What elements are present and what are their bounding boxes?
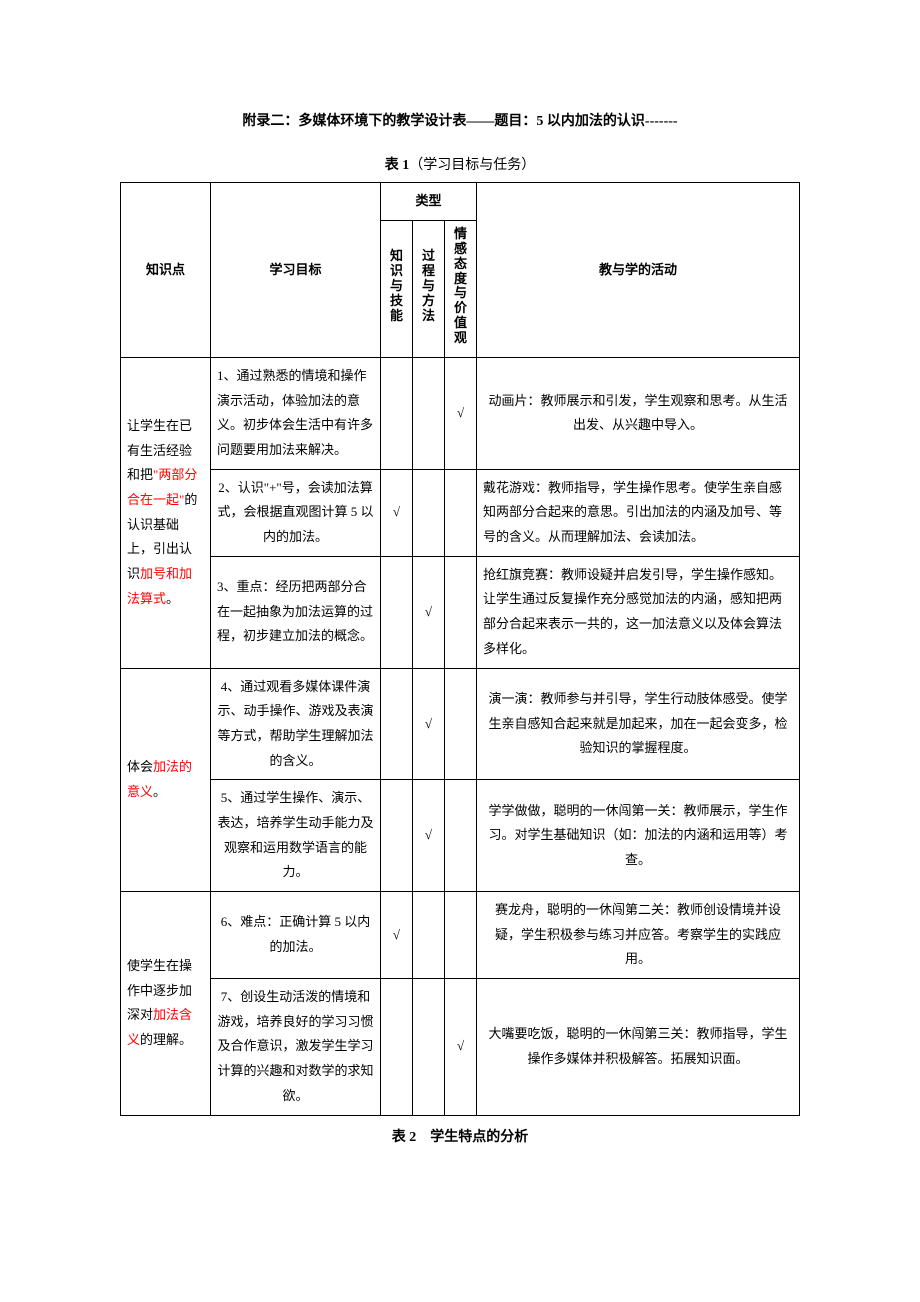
table-body: 让学生在已有生活经验和把"两部分合在一起"的认识基础上，引出认识加号和加法算式。… — [121, 357, 800, 1115]
table2-caption: 表 2 学生特点的分析 — [120, 1126, 800, 1146]
cell-type-check-3: √ — [445, 357, 477, 469]
cell-activity: 大嘴要吃饭，聪明的一休闯第三关：教师指导，学生操作多媒体并积极解答。拓展知识面。 — [477, 979, 800, 1115]
cell-knowledge-point: 让学生在已有生活经验和把"两部分合在一起"的认识基础上，引出认识加号和加法算式。 — [121, 357, 211, 668]
cell-type-check-1 — [381, 979, 413, 1115]
cell-type-check-3 — [445, 668, 477, 780]
cell-type-check-3 — [445, 556, 477, 668]
th-type-2: 过程与方法 — [413, 220, 445, 357]
cell-type-check-1: √ — [381, 469, 413, 556]
kp-text: 体会 — [127, 759, 153, 774]
th-learning-goal: 学习目标 — [211, 183, 381, 358]
cell-knowledge-point: 使学生在操作中逐步加深对加法含义的理解。 — [121, 892, 211, 1116]
table2-caption-b: 学生特点的分析 — [430, 1130, 528, 1145]
cell-activity: 动画片：教师展示和引发，学生观察和思考。从生活出发、从兴趣中导入。 — [477, 357, 800, 469]
th-type-2-text: 过程与方法 — [422, 249, 435, 324]
cell-type-check-3 — [445, 892, 477, 979]
cell-type-check-2 — [413, 357, 445, 469]
table-row: 让学生在已有生活经验和把"两部分合在一起"的认识基础上，引出认识加号和加法算式。… — [121, 357, 800, 469]
table-head: 知识点 学习目标 类型 教与学的活动 知识与技能 过程与方法 情感态度与价值观 — [121, 183, 800, 358]
cell-type-check-2 — [413, 979, 445, 1115]
cell-learning-goal: 1、通过熟悉的情境和操作演示活动，体验加法的意义。初步体会生活中有许多问题要用加… — [211, 357, 381, 469]
th-activity: 教与学的活动 — [477, 183, 800, 358]
th-type-1-text: 知识与技能 — [390, 249, 403, 324]
cell-learning-goal: 3、重点：经历把两部分合在一起抽象为加法运算的过程，初步建立加法的概念。 — [211, 556, 381, 668]
cell-learning-goal: 7、创设生动活泼的情境和游戏，培养良好的学习习惯及合作意识，激发学生学习计算的兴… — [211, 979, 381, 1115]
table-row: 使学生在操作中逐步加深对加法含义的理解。6、难点：正确计算 5 以内的加法。√赛… — [121, 892, 800, 979]
cell-type-check-3 — [445, 780, 477, 892]
table1-caption-rest: （学习目标与任务） — [409, 158, 535, 173]
cell-type-check-2: √ — [413, 780, 445, 892]
cell-type-check-3 — [445, 469, 477, 556]
table-row: 2、认识"+"号，会读加法算式，会根据直观图计算 5 以内的加法。√ 戴花游戏：教… — [121, 469, 800, 556]
cell-type-check-1 — [381, 357, 413, 469]
table-row: 7、创设生动活泼的情境和游戏，培养良好的学习习惯及合作意识，激发学生学习计算的兴… — [121, 979, 800, 1115]
cell-knowledge-point: 体会加法的意义。 — [121, 668, 211, 892]
cell-type-check-1 — [381, 556, 413, 668]
cell-type-check-3: √ — [445, 979, 477, 1115]
cell-activity: 戴花游戏：教师指导，学生操作思考。使学生亲自感知两部分合起来的意思。引出加法的内… — [477, 469, 800, 556]
cell-activity: 演一演：教师参与并引导，学生行动肢体感受。使学生亲自感知合起来就是加起来，加在一… — [477, 668, 800, 780]
cell-type-check-1 — [381, 668, 413, 780]
cell-type-check-1: √ — [381, 892, 413, 979]
kp-text: 的理解。 — [140, 1032, 192, 1047]
th-type-3-text: 情感态度与价值观 — [454, 227, 467, 347]
cell-learning-goal: 2、认识"+"号，会读加法算式，会根据直观图计算 5 以内的加法。 — [211, 469, 381, 556]
cell-type-check-2 — [413, 469, 445, 556]
cell-type-check-2: √ — [413, 668, 445, 780]
header-row-1: 知识点 学习目标 类型 教与学的活动 — [121, 183, 800, 221]
cell-type-check-1 — [381, 780, 413, 892]
th-type-1: 知识与技能 — [381, 220, 413, 357]
th-type-3: 情感态度与价值观 — [445, 220, 477, 357]
cell-activity: 抢红旗竞赛：教师设疑并启发引导，学生操作感知。让学生通过反复操作充分感觉加法的内… — [477, 556, 800, 668]
cell-learning-goal: 6、难点：正确计算 5 以内的加法。 — [211, 892, 381, 979]
table-row: 5、通过学生操作、演示、表达，培养学生动手能力及观察和运用数学语言的能力。 √ 学学… — [121, 780, 800, 892]
table1-caption: 表 1（学习目标与任务） — [120, 154, 800, 174]
page: 附录二：多媒体环境下的教学设计表——题目：5 以内加法的认识------- 表 … — [0, 0, 920, 1302]
th-knowledge-point: 知识点 — [121, 183, 211, 358]
table-row: 3、重点：经历把两部分合在一起抽象为加法运算的过程，初步建立加法的概念。 √ 抢红旗… — [121, 556, 800, 668]
kp-text: 。 — [153, 784, 166, 799]
table1-caption-prefix: 表 1 — [385, 158, 410, 173]
doc-title: 附录二：多媒体环境下的教学设计表——题目：5 以内加法的认识------- — [120, 110, 800, 130]
th-type: 类型 — [381, 183, 477, 221]
cell-learning-goal: 5、通过学生操作、演示、表达，培养学生动手能力及观察和运用数学语言的能力。 — [211, 780, 381, 892]
table-learning-goals: 知识点 学习目标 类型 教与学的活动 知识与技能 过程与方法 情感态度与价值观 … — [120, 182, 800, 1116]
table-row: 体会加法的意义。4、通过观看多媒体课件演示、动手操作、游戏及表演等方式，帮助学生… — [121, 668, 800, 780]
kp-text: 。 — [166, 591, 179, 606]
cell-activity: 赛龙舟，聪明的一休闯第二关：教师创设情境并设疑，学生积极参与练习并应答。考察学生… — [477, 892, 800, 979]
cell-type-check-2: √ — [413, 556, 445, 668]
table2-caption-a: 表 2 — [392, 1130, 417, 1145]
cell-learning-goal: 4、通过观看多媒体课件演示、动手操作、游戏及表演等方式，帮助学生理解加法的含义。 — [211, 668, 381, 780]
cell-activity: 学学做做，聪明的一休闯第一关：教师展示，学生作习。对学生基础知识（如：加法的内涵… — [477, 780, 800, 892]
cell-type-check-2 — [413, 892, 445, 979]
